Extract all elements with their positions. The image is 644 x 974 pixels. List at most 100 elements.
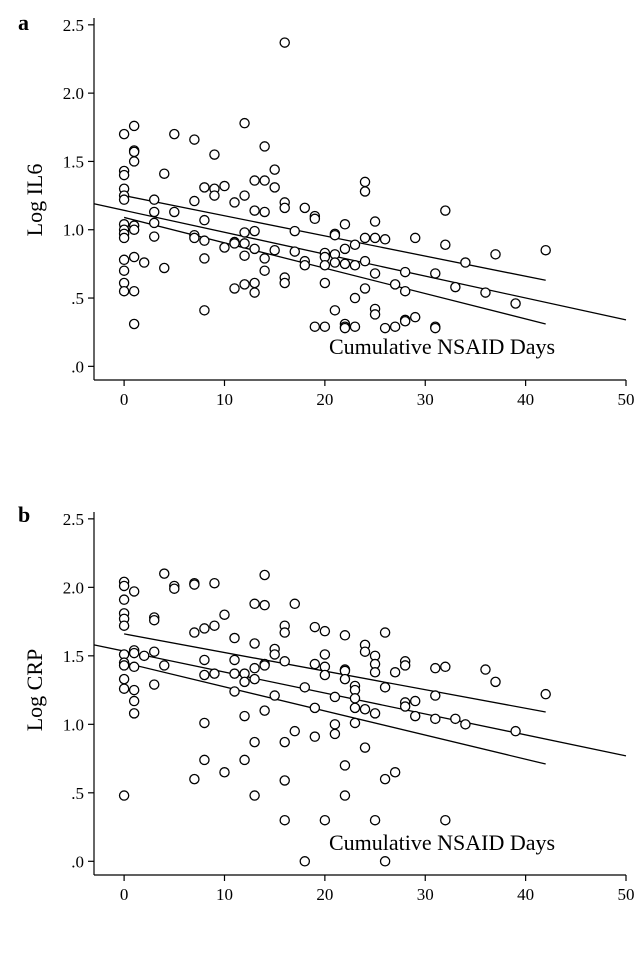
- x-tick-label: 40: [517, 885, 534, 904]
- data-point: [339, 243, 351, 255]
- data-point: [199, 717, 210, 729]
- data-point: [249, 205, 260, 216]
- data-point: [319, 277, 331, 289]
- data-point: [359, 283, 371, 294]
- data-point: [440, 205, 451, 216]
- data-point: [279, 775, 290, 786]
- data-point: [490, 676, 501, 688]
- data-point: [239, 117, 250, 129]
- data-point: [148, 217, 160, 229]
- data-point: [379, 773, 391, 785]
- data-point: [128, 146, 140, 158]
- data-point: [460, 257, 471, 268]
- data-point: [430, 690, 441, 701]
- data-point: [239, 227, 250, 238]
- y-tick-label: .0: [71, 852, 84, 871]
- y-tick-label: .0: [71, 357, 84, 376]
- data-point: [510, 298, 521, 309]
- data-point: [249, 287, 260, 298]
- data-point: [359, 646, 371, 657]
- data-point: [339, 322, 351, 334]
- data-point: [249, 662, 260, 674]
- data-point: [128, 120, 140, 132]
- data-point: [339, 630, 351, 641]
- x-tick-label: 10: [216, 885, 233, 904]
- data-point: [349, 693, 361, 704]
- data-point: [219, 609, 230, 620]
- data-point: [169, 206, 180, 218]
- data-point: [128, 647, 140, 659]
- data-point: [269, 244, 280, 256]
- data-point: [159, 568, 170, 579]
- data-point: [480, 287, 491, 298]
- data-point: [440, 661, 451, 673]
- data-point: [128, 285, 140, 297]
- data-point: [259, 599, 270, 611]
- data-point: [359, 176, 371, 188]
- data-point: [540, 688, 551, 700]
- data-point: [229, 632, 240, 644]
- data-point: [369, 309, 381, 320]
- data-point: [369, 268, 381, 279]
- data-point: [379, 682, 391, 693]
- data-point: [279, 277, 290, 289]
- data-point: [359, 186, 371, 197]
- data-point: [369, 216, 381, 227]
- data-point: [319, 669, 331, 681]
- data-point: [148, 231, 160, 242]
- y-tick-label: 1.5: [63, 152, 84, 171]
- data-point: [118, 673, 130, 685]
- y-tick-label: .5: [71, 784, 84, 803]
- data-point: [399, 316, 411, 327]
- data-point: [349, 702, 361, 714]
- data-point: [389, 767, 401, 778]
- data-point: [409, 710, 421, 722]
- data-point: [339, 760, 351, 771]
- data-point: [339, 219, 351, 230]
- data-point: [309, 658, 321, 670]
- x-tick-label: 20: [316, 390, 333, 409]
- data-point: [359, 742, 371, 753]
- data-point: [219, 242, 230, 253]
- data-point: [118, 620, 130, 631]
- data-point: [319, 649, 331, 660]
- data-point: [249, 736, 260, 748]
- y-tick-label: 1.5: [63, 647, 84, 666]
- data-point: [399, 266, 411, 278]
- data-point: [409, 311, 421, 323]
- data-point: [349, 292, 361, 304]
- data-point: [430, 713, 441, 725]
- data-point: [319, 814, 331, 826]
- data-point: [269, 690, 280, 701]
- data-point: [189, 195, 200, 207]
- data-point: [159, 660, 170, 671]
- y-tick-label: 2.5: [63, 510, 84, 529]
- data-point: [229, 668, 240, 679]
- data-point: [299, 682, 311, 693]
- data-point: [450, 281, 461, 293]
- data-point: [209, 190, 220, 201]
- data-point: [128, 156, 140, 167]
- data-point: [339, 258, 351, 270]
- data-point: [118, 594, 130, 605]
- x-tick-label: 0: [120, 390, 129, 409]
- data-point: [229, 238, 240, 249]
- data-point: [389, 667, 401, 678]
- data-point: [138, 650, 150, 662]
- y-axis-title: Log CRP: [22, 649, 47, 732]
- data-point: [199, 182, 210, 193]
- data-point: [480, 664, 491, 675]
- data-point: [349, 239, 361, 251]
- data-point: [309, 621, 321, 633]
- x-tick-label: 10: [216, 390, 233, 409]
- chart-panel-a: a Cumulative NSAID Days Log IL6 .0 .5 1.0 1…: [18, 10, 635, 409]
- data-point: [249, 243, 260, 255]
- data-point: [118, 169, 130, 181]
- data-point: [189, 773, 200, 785]
- data-point: [148, 194, 160, 205]
- data-point: [199, 305, 210, 316]
- data-point: [189, 134, 200, 145]
- data-point: [229, 283, 240, 294]
- data-point: [309, 731, 321, 742]
- data-point: [259, 569, 270, 581]
